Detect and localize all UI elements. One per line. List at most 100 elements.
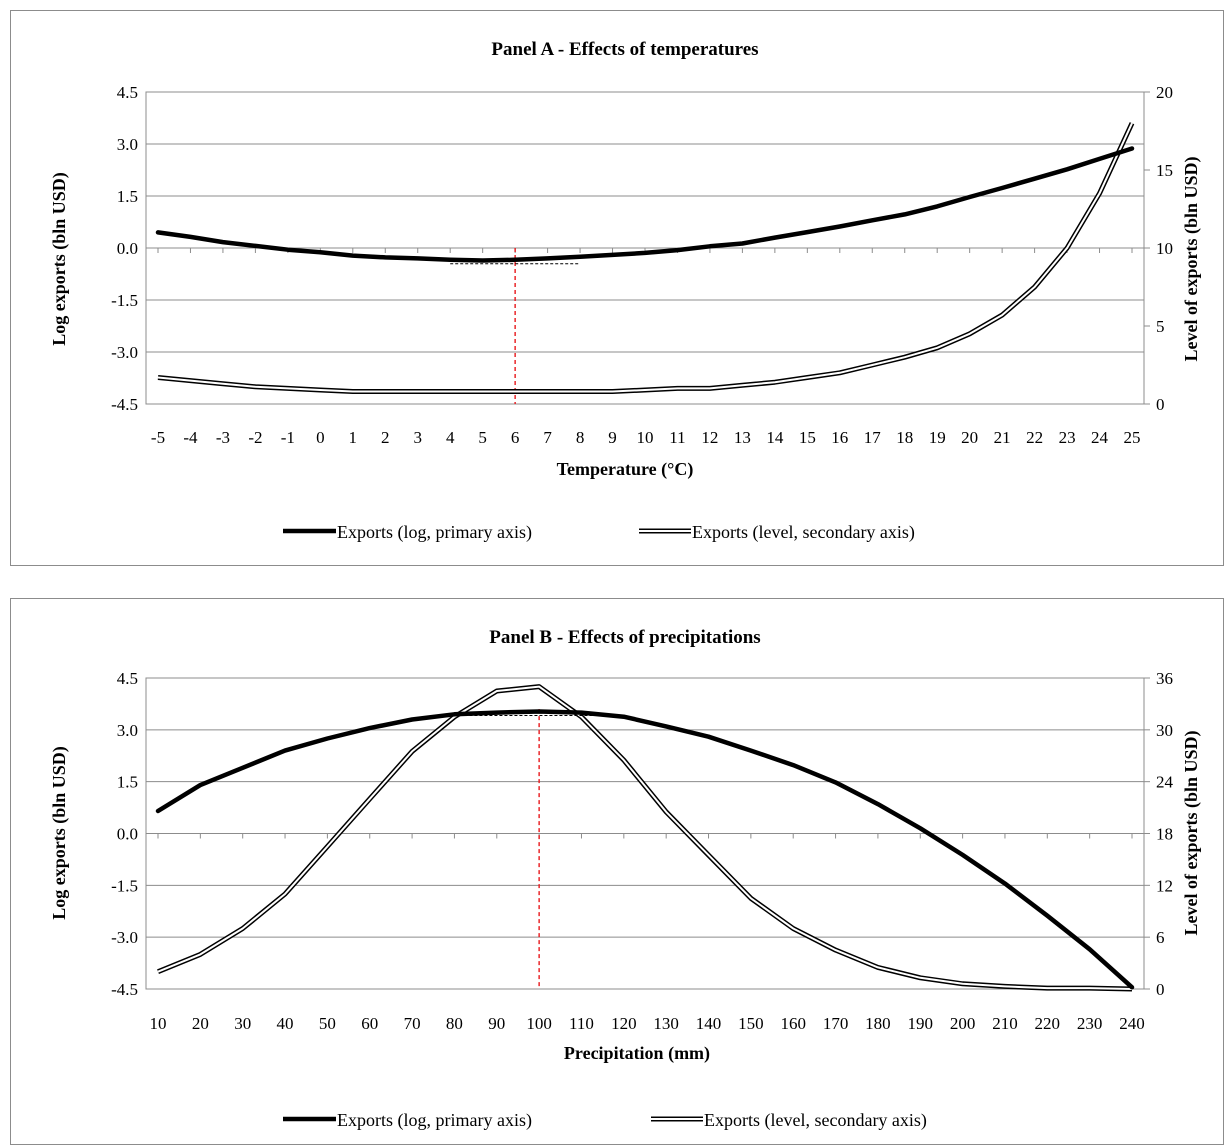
panel-a-x-tick-label: 16: [831, 428, 848, 447]
panel-b-y2-tick-label: 6: [1156, 928, 1165, 947]
panel-a-x-tick-label: -1: [281, 428, 295, 447]
panel-a-x-tick-label: 9: [608, 428, 617, 447]
panel-b-chart: Panel B - Effects of precipitations 4.5 3…: [10, 598, 1224, 1145]
panel-a-x-tick-label: 24: [1091, 428, 1109, 447]
panel-a-x-tick-label: -2: [248, 428, 262, 447]
panel-a-legend-level: Exports (level, secondary axis): [692, 522, 915, 543]
panel-b-x-tick-label: 80: [446, 1014, 463, 1033]
panel-a-x-axis-label: Temperature (°C): [557, 459, 694, 480]
panel-a-x-tick-label: 15: [799, 428, 816, 447]
panel-b-x-tick-label: 20: [192, 1014, 209, 1033]
panel-a-y-tick-label: -4.5: [111, 395, 138, 414]
panel-b-y2-axis-label: Level of exports (bln USD): [1181, 731, 1202, 936]
panel-a-x-tick-label: -4: [183, 428, 198, 447]
panel-a-x-tick-label: 17: [864, 428, 882, 447]
panel-a-chart: Panel A - Effects of temperatures 4.5 3.0…: [10, 10, 1224, 566]
panel-b-series-level-outline: [157, 684, 1133, 992]
panel-b-x-tick-label: 150: [738, 1014, 764, 1033]
panel-a-x-tick-label: 6: [511, 428, 520, 447]
panel-a-svg: Panel A - Effects of temperatures 4.5 3.0…: [49, 39, 1202, 543]
panel-b-x-tick-label: 230: [1077, 1014, 1103, 1033]
panel-a-x-tick-label: 10: [637, 428, 654, 447]
panel-b-y-axis-label: Log exports (bln USD): [49, 746, 70, 920]
panel-b-svg: Panel B - Effects of precipitations 4.5 3…: [49, 627, 1202, 1131]
panel-a-y-tick-label: 4.5: [117, 83, 138, 102]
panel-b-x-tick-label: 220: [1035, 1014, 1061, 1033]
panel-a-x-tick-label: 20: [961, 428, 978, 447]
panel-b-legend-log: Exports (log, primary axis): [337, 1110, 532, 1131]
panel-a-y-tick-label: 0.0: [117, 239, 138, 258]
panel-a-x-tick-label: 14: [766, 428, 784, 447]
panel-b-x-tick-label: 10: [150, 1014, 167, 1033]
panel-b-x-tick-label: 110: [569, 1014, 594, 1033]
panel-b-x-tick-label: 140: [696, 1014, 722, 1033]
panel-a-y2-axis-label: Level of exports (bln USD): [1181, 157, 1202, 362]
panel-b-y-tick-label: 4.5: [117, 669, 138, 688]
panel-a-x-tick-label: 7: [543, 428, 552, 447]
panel-a-series-log-line: [155, 146, 1135, 263]
panel-a-series-level-outline: [157, 122, 1135, 394]
panel-b-x-tick-label: 90: [488, 1014, 505, 1033]
panel-a-x-tick-label: -5: [151, 428, 165, 447]
panel-a-legend-log: Exports (log, primary axis): [337, 522, 532, 543]
panel-b-y-tick-label: 0.0: [117, 825, 138, 844]
panel-b-y2-tick-label: 30: [1156, 721, 1173, 740]
panel-b-x-tick-label: 60: [361, 1014, 378, 1033]
panel-b-x-tick-label: 130: [653, 1014, 679, 1033]
panel-b-legend-level: Exports (level, secondary axis): [704, 1110, 927, 1131]
panel-b-x-tick-label: 50: [319, 1014, 336, 1033]
panel-a-x-tick-label: 5: [478, 428, 487, 447]
panel-a-marks: [155, 122, 1135, 404]
panel-a-y2-tick-label: 5: [1156, 317, 1165, 336]
panel-b-x-tick-label: 170: [823, 1014, 849, 1033]
panel-b-y-tick-label: 3.0: [117, 721, 138, 740]
panel-a-x-tick-label: 8: [576, 428, 585, 447]
panel-b-x-tick-label: 240: [1119, 1014, 1145, 1033]
panel-a-y2-tick-label: 0: [1156, 395, 1165, 414]
panel-b-x-tick-label: 160: [780, 1014, 806, 1033]
panel-b-y2-tick-label: 12: [1156, 876, 1173, 895]
panel-b-title: Panel B - Effects of precipitations: [489, 627, 760, 648]
panel-a-x-tick-label: 25: [1124, 428, 1141, 447]
panel-a-y2-tick-label: 20: [1156, 83, 1173, 102]
panel-a-legend: Exports (log, primary axis) Exports (lev…: [283, 522, 915, 543]
panel-a-series-level-line: [157, 122, 1133, 393]
panel-a-x-tick-label: 1: [349, 428, 358, 447]
panel-a-x-tick-label: 11: [669, 428, 685, 447]
panel-a-x-tick-label: 21: [994, 428, 1011, 447]
panel-b-x-tick-label: 70: [404, 1014, 421, 1033]
panel-b-y-tick-label: 1.5: [117, 773, 138, 792]
panel-b-x-tick-label: 210: [992, 1014, 1018, 1033]
panel-a-y2-tick-label: 10: [1156, 239, 1173, 258]
panel-b-x-tick-label: 200: [950, 1014, 976, 1033]
panel-b-y2-tick-label: 0: [1156, 980, 1165, 999]
panel-a-x-tick-label: 19: [929, 428, 946, 447]
panel-a-x-tick-label: 23: [1059, 428, 1076, 447]
panel-b-x-tick-label: 190: [908, 1014, 934, 1033]
panel-a-x-tick-label: 3: [413, 428, 422, 447]
panel-a-x-tick-label: 13: [734, 428, 751, 447]
panel-b-legend: Exports (log, primary axis) Exports (lev…: [283, 1110, 927, 1131]
panel-a-x-tick-label: -3: [216, 428, 230, 447]
panel-b-x-tick-label: 30: [234, 1014, 251, 1033]
panel-a-y2-tick-label: 15: [1156, 161, 1173, 180]
panel-a-y-axis-label: Log exports (bln USD): [49, 172, 70, 346]
panel-a-y-tick-label: -3.0: [111, 343, 138, 362]
panel-a-x-tick-label: 0: [316, 428, 325, 447]
panel-b-x-tick-label: 100: [526, 1014, 552, 1033]
panel-a-y-tick-label: 1.5: [117, 187, 138, 206]
panel-b-x-axis-label: Precipitation (mm): [564, 1043, 710, 1064]
panel-a-title: Panel A - Effects of temperatures: [491, 39, 758, 60]
panel-b-series-level-line: [157, 685, 1133, 990]
panel-b-y-tick-label: -4.5: [111, 980, 138, 999]
panel-b-marks: [155, 684, 1135, 992]
panel-b-series-log-line: [155, 709, 1135, 990]
panel-b-y-tick-label: -1.5: [111, 876, 138, 895]
panel-a-x-tick-label: 4: [446, 428, 455, 447]
panel-a-y-tick-label: -1.5: [111, 291, 138, 310]
panel-b-y2-tick-label: 18: [1156, 825, 1173, 844]
panel-a-y-tick-label: 3.0: [117, 135, 138, 154]
panel-a-x-tick-label: 2: [381, 428, 390, 447]
